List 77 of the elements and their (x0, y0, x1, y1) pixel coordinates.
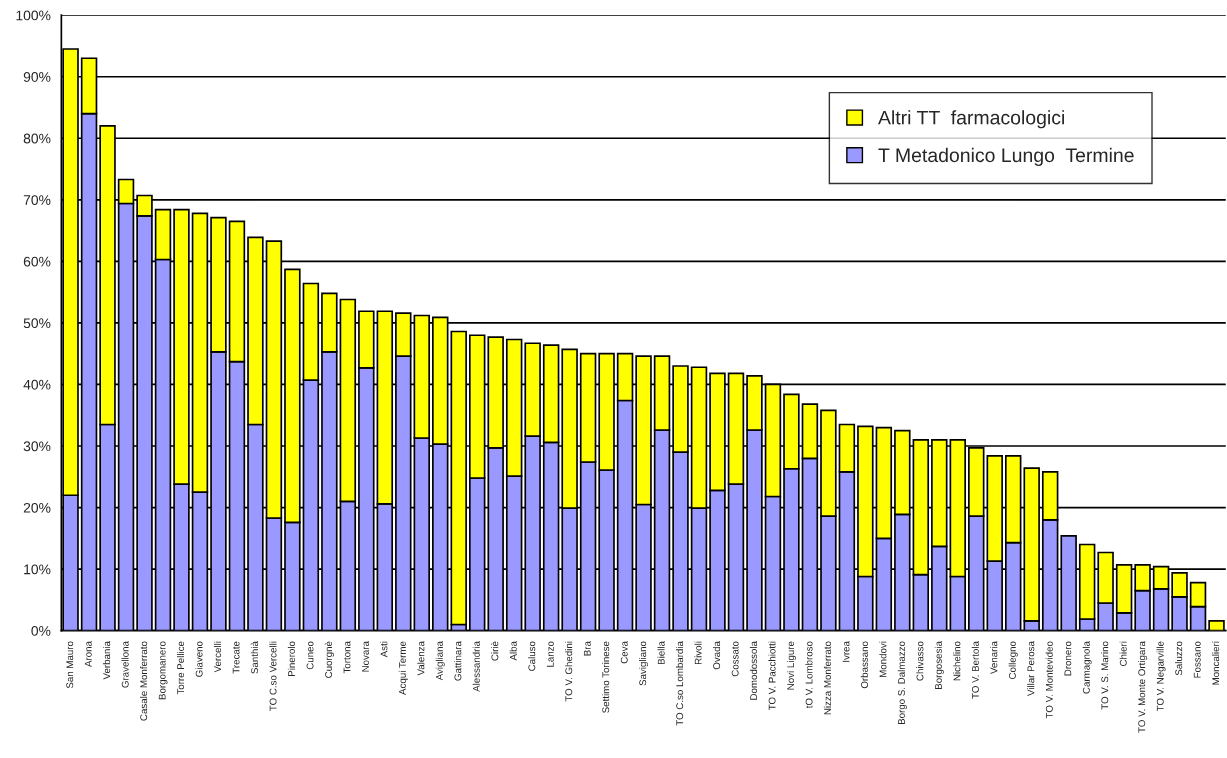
x-tick-label: Rivoli (694, 641, 702, 665)
bar (1208, 619, 1225, 631)
x-tick-label: Santhià (250, 641, 259, 674)
x-tick-label: Avigliana (435, 641, 445, 681)
y-tick-label: 0% (31, 625, 51, 636)
x-tick-label: TO V. Bertola (971, 641, 979, 699)
x-tick-label: Valenza (417, 641, 425, 676)
y-tick-label: 40% (23, 379, 51, 390)
x-tick-label: Bra (583, 641, 591, 656)
x-tick-label: Alba (509, 641, 517, 661)
x-tick-label: Saluzzo (1175, 641, 1183, 676)
x-tick-label: tO V. Lombroso (805, 641, 813, 709)
x-tick-label: Asti (380, 641, 388, 658)
x-tick-label: Gattinara (454, 641, 462, 681)
y-tick-label: 50% (23, 318, 51, 329)
x-tick-label: Collegno (1008, 641, 1018, 679)
x-tick-label: Savigliano (639, 641, 649, 686)
y-tick-label: 80% (23, 133, 51, 144)
x-tick-label: Biella (657, 641, 665, 665)
x-tick-label: Orbassano (860, 641, 868, 689)
y-tick-label: 60% (23, 256, 51, 267)
x-tick-label: Cossato (731, 641, 739, 677)
x-tick-label: Casale Monferrato (139, 641, 148, 721)
x-tick-label: Gravellona (121, 641, 129, 688)
x-tick-label: Nichelino (953, 641, 961, 681)
x-tick-label: Venaria (990, 641, 998, 674)
x-tick-label: Torre Pellice (176, 641, 185, 695)
x-tick-label: TO V. Negarville (1156, 641, 1166, 712)
x-tick-label: TO V. Monte Ortigara (1138, 641, 1148, 733)
x-tick-label: TO V. Ghedini (565, 641, 573, 702)
x-tick-label: Acqui Terme (398, 641, 408, 695)
x-tick-label: Vercelli (213, 641, 222, 673)
x-tick-label: Tortona (343, 641, 351, 674)
x-tick-label: TO C.so Vercelli (269, 641, 277, 711)
x-tick-label: Cuorgnè (324, 641, 334, 678)
x-tick-label: Borgomanero (158, 641, 168, 700)
x-tick-label: Chieri (1119, 641, 1127, 666)
x-tick-label: Ovada (712, 641, 721, 670)
x-tick-label: TO V. Pacchiotti (768, 641, 776, 711)
x-tick-label: Lanzo (546, 641, 554, 667)
x-tick-label: Fossano (1193, 641, 1201, 678)
x-tick-label: Giaveno (195, 641, 203, 677)
y-tick-label: 30% (23, 441, 51, 452)
x-tick-label: Dronero (1064, 641, 1072, 676)
x-tick-label: Mondovi (879, 641, 887, 678)
y-tick-label: 10% (24, 564, 51, 575)
x-tick-label: Moncalieri (1212, 641, 1220, 685)
x-tick-label: Arona (84, 641, 92, 667)
x-tick-label: TO V. S. Marino (1101, 641, 1109, 710)
x-tick-label: Borgosesia (934, 641, 944, 689)
x-tick-label: Novi Ligure (786, 641, 796, 690)
y-tick-label: 100% (16, 10, 51, 21)
y-tick-label: 90% (23, 72, 51, 82)
x-tick-label: Ceva (620, 641, 628, 664)
x-tick-label: Trecate (232, 641, 240, 674)
x-tick-label: Caluso (528, 641, 536, 671)
x-tick-label: Verbania (103, 641, 111, 680)
x-tick-label: Ciriè (491, 641, 499, 661)
x-tick-label: Carmagnola (1082, 641, 1092, 694)
x-tick-label: Borgo S. Dalmazzo (897, 641, 907, 725)
x-tick-label: TO V. Montevideo (1045, 641, 1053, 719)
legend-label: T Metadonico Lungo Termine (878, 147, 1134, 166)
x-tick-label: Chivasso (916, 641, 924, 681)
x-tick-label: Nizza Monferrato (823, 641, 831, 715)
x-tick-label: San Mauro (66, 641, 74, 689)
x-tick-label: TO C.so Lombardia (676, 641, 684, 726)
x-tick-label: Novara (362, 641, 369, 672)
legend-label: Altri TT farmacologici (878, 110, 1064, 129)
x-tick-label: Villar Perosa (1027, 641, 1035, 696)
x-tick-label: Pinerolo (287, 641, 295, 676)
x-tick-label: Domodossola (749, 641, 758, 700)
x-tick-label: Alessandria (472, 641, 480, 692)
x-tick-label: Settimo Torinese (602, 641, 610, 713)
y-tick-label: 20% (23, 502, 51, 513)
y-tick-label: 70% (23, 195, 51, 205)
x-tick-label: Ivrea (842, 641, 850, 662)
x-tick-label: Cuneo (306, 641, 314, 670)
